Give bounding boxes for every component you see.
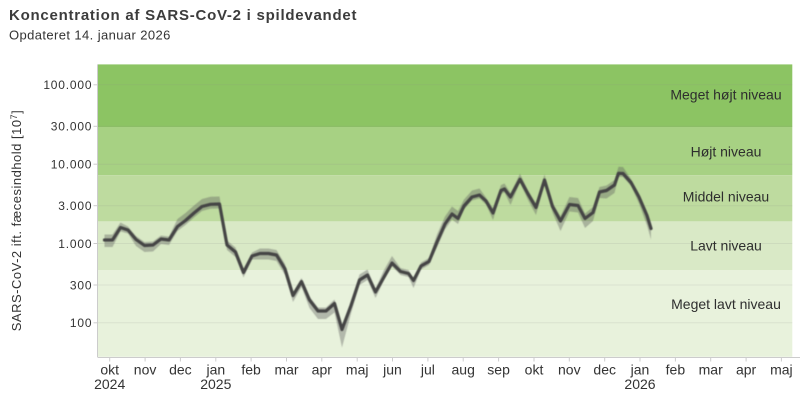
svg-text:jul: jul [420, 362, 435, 378]
svg-text:apr: apr [312, 362, 333, 378]
svg-text:dec: dec [169, 362, 192, 378]
svg-text:Højt niveau: Højt niveau [691, 144, 762, 160]
svg-text:jan: jan [630, 362, 650, 378]
svg-text:aug: aug [452, 362, 475, 378]
svg-text:10.000: 10.000 [51, 158, 93, 172]
svg-text:okt: okt [525, 362, 544, 378]
svg-text:2025: 2025 [200, 376, 231, 392]
svg-text:maj: maj [770, 362, 793, 378]
svg-text:mar: mar [699, 362, 723, 378]
svg-text:Koncentration af SARS-CoV-2 i: Koncentration af SARS-CoV-2 i spildevand… [9, 7, 357, 24]
svg-text:dec: dec [593, 362, 616, 378]
svg-text:300: 300 [70, 278, 92, 292]
svg-text:feb: feb [666, 362, 686, 378]
svg-text:SARS-CoV-2 ift. fæcesindhold [: SARS-CoV-2 ift. fæcesindhold [107] [9, 110, 24, 331]
svg-text:jan: jan [205, 362, 225, 378]
svg-text:maj: maj [346, 362, 369, 378]
svg-text:Lavt niveau: Lavt niveau [690, 238, 762, 254]
svg-text:okt: okt [100, 362, 119, 378]
svg-text:jun: jun [382, 362, 402, 378]
svg-text:1.000: 1.000 [58, 237, 92, 251]
svg-text:apr: apr [736, 362, 757, 378]
svg-text:100.000: 100.000 [43, 78, 92, 92]
svg-text:3.000: 3.000 [58, 199, 92, 213]
svg-text:nov: nov [134, 362, 157, 378]
svg-text:30.000: 30.000 [51, 120, 93, 134]
svg-text:2024: 2024 [94, 376, 125, 392]
svg-text:Opdateret 14. januar 2026: Opdateret 14. januar 2026 [9, 27, 171, 42]
svg-text:nov: nov [558, 362, 581, 378]
svg-text:feb: feb [241, 362, 261, 378]
svg-text:Meget lavt niveau: Meget lavt niveau [671, 296, 781, 312]
svg-text:100: 100 [70, 316, 92, 330]
svg-text:sep: sep [487, 362, 510, 378]
svg-text:2026: 2026 [624, 376, 655, 392]
svg-text:mar: mar [274, 362, 298, 378]
svg-text:Middel niveau: Middel niveau [683, 189, 769, 205]
svg-text:Meget højt niveau: Meget højt niveau [670, 87, 781, 103]
